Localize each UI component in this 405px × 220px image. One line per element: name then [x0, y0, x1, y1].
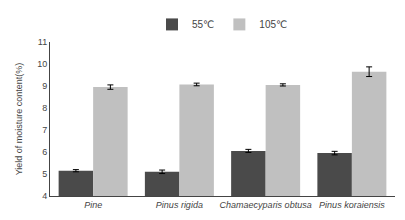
svg-text:Yield of moisture content(%): Yield of moisture content(%): [14, 63, 24, 176]
svg-text:55℃: 55℃: [192, 19, 214, 30]
svg-text:Pinus koraiensis: Pinus koraiensis: [319, 200, 385, 210]
svg-text:6: 6: [42, 147, 47, 157]
svg-text:9: 9: [42, 81, 47, 91]
svg-text:8: 8: [42, 103, 47, 113]
svg-text:7: 7: [42, 125, 47, 135]
svg-text:5: 5: [42, 169, 47, 179]
svg-text:105℃: 105℃: [259, 19, 287, 30]
svg-text:Pinus rigida: Pinus rigida: [156, 200, 203, 210]
svg-text:4: 4: [42, 191, 47, 201]
svg-text:Pine: Pine: [84, 200, 102, 210]
svg-text:Chamaecyparis obtusa: Chamaecyparis obtusa: [220, 200, 312, 210]
svg-text:11: 11: [38, 37, 47, 47]
svg-text:10: 10: [37, 59, 47, 69]
